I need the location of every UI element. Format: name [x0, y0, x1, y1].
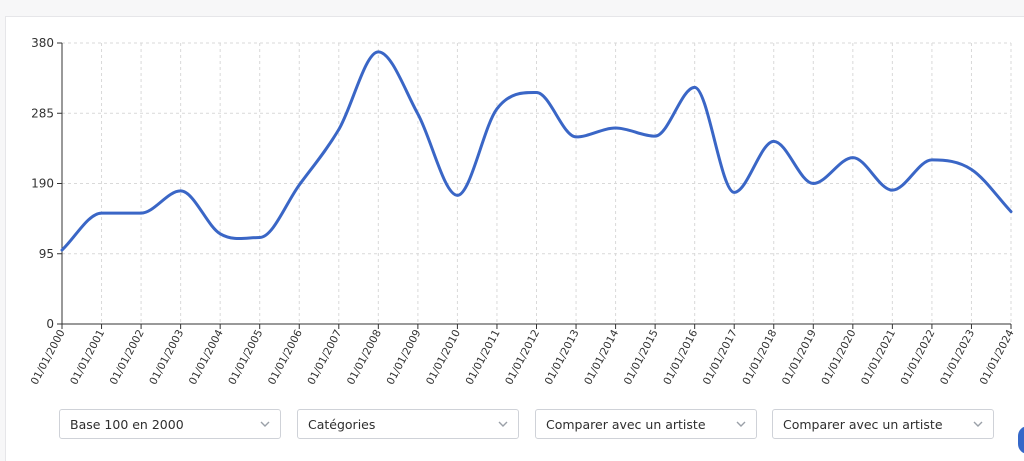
- x-tick-label: 01/01/2024: [978, 328, 1017, 387]
- base-select[interactable]: Base 100 en 2000: [59, 409, 281, 439]
- x-tick-label: 01/01/2009: [385, 328, 424, 387]
- series-line: [60, 50, 1013, 252]
- help-bubble-button[interactable]: [1018, 426, 1024, 454]
- x-tick-label: 01/01/2021: [859, 328, 898, 387]
- x-tick-label: 01/01/2004: [187, 328, 226, 387]
- x-tick-label: 01/01/2023: [938, 328, 977, 387]
- x-tick-label: 01/01/2008: [345, 328, 384, 387]
- x-tick-label: 01/01/2014: [582, 328, 621, 387]
- x-tick-label: 01/01/2018: [740, 328, 779, 387]
- y-tick-label: 95: [39, 247, 54, 261]
- chart-axes: [57, 42, 1012, 329]
- compare-artist-label-1: Comparer avec un artiste: [546, 417, 706, 432]
- y-tick-label: 0: [46, 317, 54, 331]
- x-tick-labels: 01/01/2000 01/01/2001 01/01/2002 01/01/2003…: [29, 328, 1017, 387]
- x-tick-label: 01/01/2013: [543, 328, 582, 387]
- x-tick-label: 01/01/2000: [29, 328, 68, 387]
- x-tick-label: 01/01/2016: [661, 328, 700, 387]
- x-tick-label: 01/01/2003: [147, 328, 186, 387]
- x-tick-label: 01/01/2005: [226, 328, 265, 387]
- x-tick-label: 01/01/2017: [701, 328, 740, 387]
- x-tick-label: 01/01/2022: [899, 328, 938, 387]
- base-select-label: Base 100 en 2000: [70, 417, 184, 432]
- compare-artist-label-2: Comparer avec un artiste: [783, 417, 943, 432]
- compare-artist-select-2[interactable]: Comparer avec un artiste: [772, 409, 994, 439]
- x-tick-label: 01/01/2002: [108, 328, 147, 387]
- chart-grid: [62, 42, 1012, 324]
- x-tick-label: 01/01/2011: [464, 328, 503, 387]
- x-tick-label: 01/01/2010: [424, 328, 463, 387]
- chevron-down-icon: [973, 421, 983, 427]
- chevron-down-icon: [498, 421, 508, 427]
- x-tick-label: 01/01/2020: [819, 328, 858, 387]
- categories-select-label: Catégories: [308, 417, 376, 432]
- y-tick-label: 285: [31, 106, 54, 120]
- x-tick-label: 01/01/2019: [780, 328, 819, 387]
- x-tick-label: 01/01/2006: [266, 328, 305, 387]
- y-tick-label: 380: [31, 36, 54, 50]
- x-tick-label: 01/01/2012: [503, 328, 542, 387]
- chevron-down-icon: [260, 421, 270, 427]
- chevron-down-icon: [736, 421, 746, 427]
- y-tick-labels: 0 95 190 285 380: [31, 36, 54, 331]
- categories-select[interactable]: Catégories: [297, 409, 519, 439]
- chart-card: [5, 16, 1024, 461]
- x-tick-label: 01/01/2007: [305, 328, 344, 387]
- compare-artist-select-1[interactable]: Comparer avec un artiste: [535, 409, 757, 439]
- x-tick-label: 01/01/2015: [622, 328, 661, 387]
- chart-controls: Base 100 en 2000 Catégories Comparer ave…: [0, 409, 1024, 441]
- x-tick-label: 01/01/2001: [68, 328, 107, 387]
- y-tick-label: 190: [31, 177, 54, 191]
